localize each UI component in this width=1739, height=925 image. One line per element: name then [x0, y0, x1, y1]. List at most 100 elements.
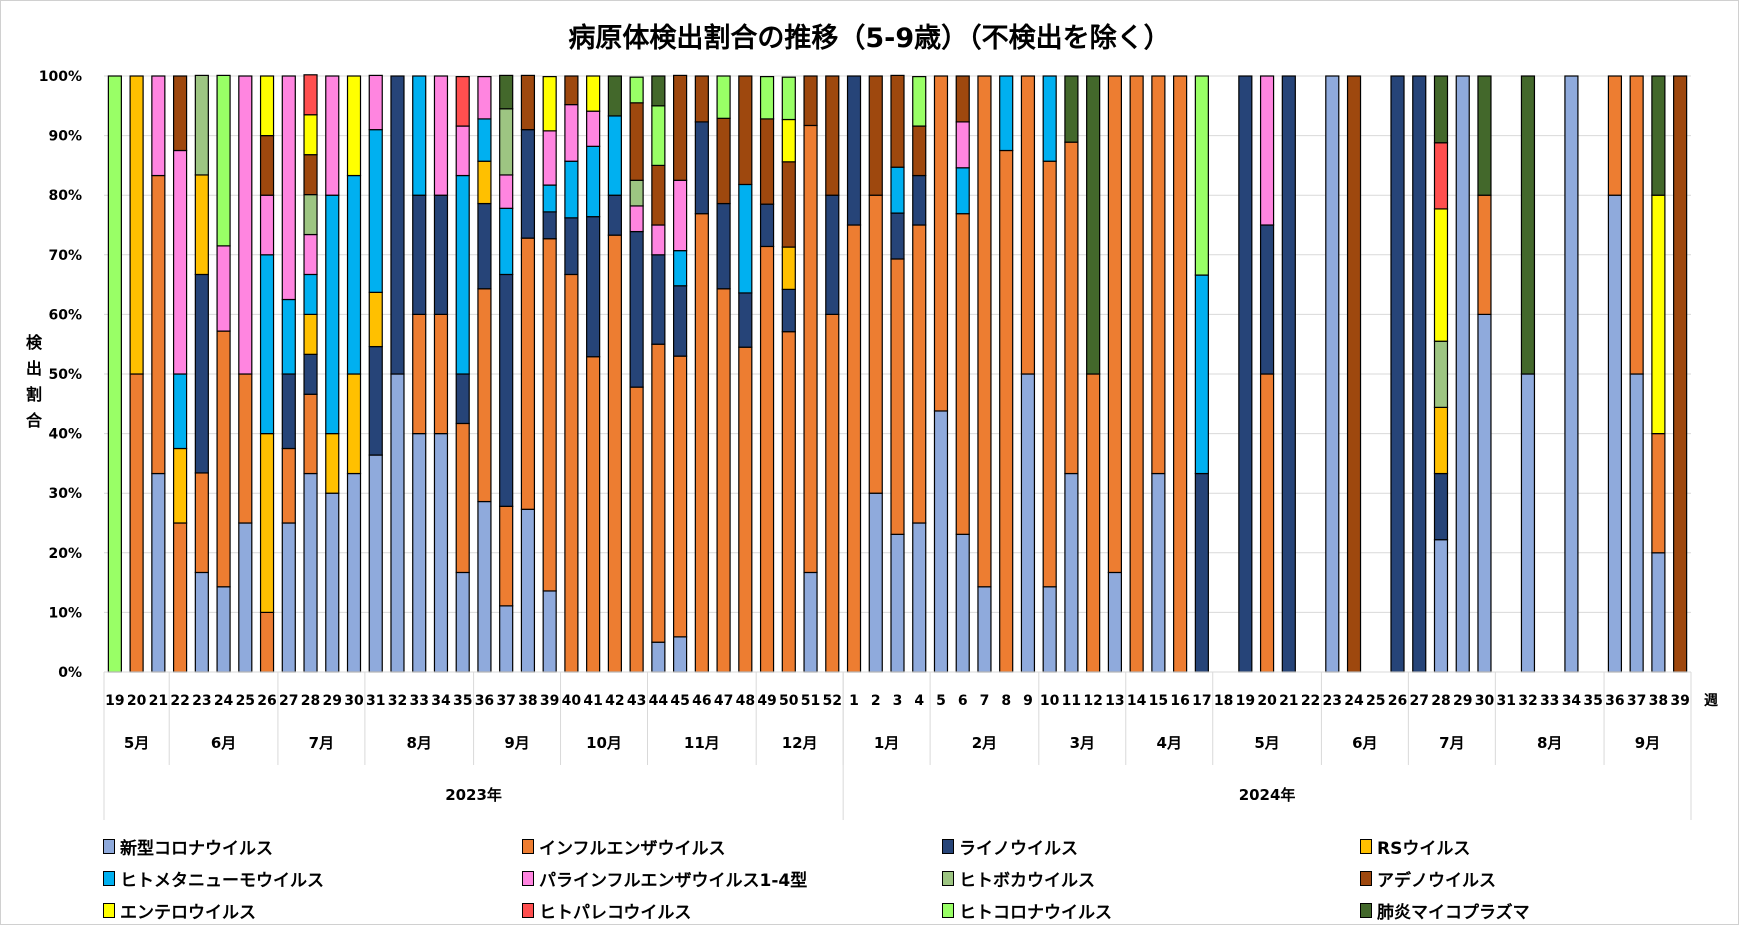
month-label: 5月 [1254, 734, 1279, 752]
bar-segment [999, 149, 1014, 673]
legend-swatch [103, 871, 115, 886]
legend-item: 肺炎マイコプラズマ [1360, 898, 1530, 923]
bar-segment [129, 75, 144, 375]
x-tick-label: 25 [1366, 693, 1385, 709]
legend-item: インフルエンザウイルス [522, 834, 726, 859]
bar-segment [259, 194, 275, 256]
bar-segment [694, 213, 709, 673]
bar-segment [912, 125, 927, 177]
x-tick-label: 50 [779, 693, 799, 709]
bar-segment [759, 203, 775, 248]
bar-segment [520, 74, 536, 131]
y-tick-label: 70% [48, 248, 82, 264]
bar-segment [151, 174, 166, 475]
x-tick-label: 37 [1627, 693, 1646, 709]
x-tick-label: 46 [692, 693, 711, 709]
bar-segment [1325, 75, 1340, 673]
bar-segment [433, 313, 449, 435]
bar-segment [716, 288, 731, 673]
x-tick-label: 28 [301, 693, 320, 709]
x-tick-label: 36 [1605, 693, 1624, 709]
x-tick-label: 39 [1670, 693, 1689, 709]
bar-segment [455, 174, 470, 375]
bar-segment [586, 145, 601, 218]
bar-segment [1346, 75, 1362, 673]
x-tick-label: 41 [583, 693, 602, 709]
bar-segment [303, 233, 318, 276]
bar-segment [759, 245, 775, 673]
bar-segment [1129, 75, 1144, 673]
x-tick-label: 51 [801, 693, 820, 709]
bar-segment [933, 75, 949, 412]
bar-segment [499, 605, 514, 673]
y-tick-label: 90% [48, 129, 82, 145]
bar-segment [1433, 340, 1449, 408]
x-tick-label: 35 [1583, 693, 1602, 709]
x-tick-label: 11 [1062, 693, 1081, 709]
bar-segment [1433, 472, 1449, 541]
bar-segment [1651, 433, 1666, 554]
year-label: 2024年 [1239, 786, 1296, 804]
bar-segment [455, 422, 470, 574]
bar-segment [1064, 75, 1079, 143]
bar-segment [651, 641, 666, 673]
y-tick-label: 60% [48, 307, 82, 323]
bar-segment [781, 288, 796, 333]
bar-segment [303, 114, 318, 156]
legend-swatch [103, 839, 115, 854]
bar-segment [172, 447, 188, 524]
bar-segment [455, 125, 470, 177]
legend-item: ヒトコロナウイルス [942, 898, 1112, 923]
bar-segment [542, 238, 557, 592]
bar-segment [586, 356, 601, 673]
month-label: 1月 [874, 734, 899, 752]
bar-segment [890, 533, 905, 673]
bar-segment [477, 160, 492, 205]
x-tick-label: 32 [388, 693, 407, 709]
bar-segment [651, 75, 666, 107]
month-label: 9月 [1635, 734, 1660, 752]
x-tick-label: 24 [1344, 693, 1364, 709]
x-tick-label: 47 [714, 693, 733, 709]
bar-segment [651, 164, 666, 226]
x-tick-label: 40 [562, 693, 582, 709]
bar-segment [477, 288, 492, 503]
bar-segment [564, 217, 579, 276]
bar-segment [259, 135, 275, 196]
bar-segment [216, 586, 231, 673]
bar-segment [1477, 75, 1492, 196]
bar-segment [1064, 141, 1079, 475]
bar-segment [673, 179, 688, 252]
bar-segment [1107, 75, 1122, 574]
bar-segment [759, 75, 775, 120]
x-tick-label: 37 [496, 693, 515, 709]
month-label: 9月 [504, 734, 529, 752]
bar-segment [542, 75, 557, 132]
x-tick-label: 26 [257, 693, 276, 709]
bar-segment [607, 75, 622, 117]
bar-segment [412, 433, 427, 673]
bar-segment [781, 331, 796, 673]
bar-segment [912, 174, 927, 226]
x-tick-label: 33 [409, 693, 428, 709]
bar-segment [172, 75, 188, 152]
bar-segment [1194, 472, 1209, 673]
bar-segment [868, 75, 883, 196]
bar-segment [738, 183, 753, 294]
bar-segment [1607, 75, 1623, 196]
bar-segment [564, 75, 579, 106]
bar-segment [194, 472, 209, 574]
bar-segment [194, 273, 209, 474]
x-tick-label: 23 [192, 693, 211, 709]
legend-item: 新型コロナウイルス [103, 834, 273, 859]
bar-segment [433, 433, 449, 673]
bar-segment [651, 224, 666, 256]
x-tick-label: 6 [958, 693, 968, 709]
x-tick-label: 19 [105, 693, 124, 709]
bar-segment [1651, 552, 1666, 673]
bar-segment [259, 433, 275, 614]
x-tick-label: 18 [1214, 693, 1233, 709]
legend-item: ヒトパレコウイルス [522, 898, 691, 923]
bar-segment [499, 505, 514, 607]
x-tick-label: 4 [914, 693, 924, 709]
